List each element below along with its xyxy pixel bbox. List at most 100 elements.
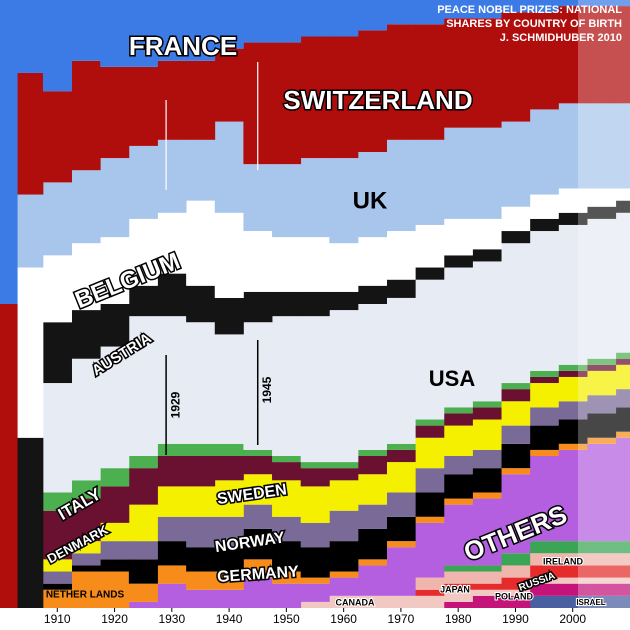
area-segment [128, 504, 158, 542]
area-segment [615, 541, 630, 554]
area-segment [443, 18, 473, 128]
area-segment [71, 565, 101, 572]
area-segment [157, 60, 187, 140]
area-segment [243, 559, 273, 578]
area-segment [243, 231, 273, 292]
area-segment [443, 255, 473, 268]
area-segment [128, 541, 158, 560]
area-segment [214, 547, 244, 572]
area-segment [71, 480, 101, 499]
area-segment [558, 0, 588, 7]
area-segment [357, 0, 387, 31]
marker-label: 1945 [260, 376, 274, 403]
area-segment [415, 589, 445, 596]
area-segment [558, 583, 588, 596]
area-segment [100, 541, 130, 560]
area-segment [329, 462, 359, 469]
x-tick-label: 1970 [388, 612, 415, 626]
area-segment [386, 541, 416, 548]
area-segment [42, 255, 72, 323]
area-segment [214, 48, 244, 122]
area-segment [186, 0, 216, 61]
area-segment [243, 528, 273, 560]
area-segment [529, 425, 559, 450]
area-segment [128, 285, 158, 317]
area-segment [157, 456, 187, 487]
area-segment [214, 212, 244, 298]
area-segment [128, 456, 158, 469]
area-segment [214, 589, 244, 608]
area-segment [71, 498, 101, 542]
shade-overlay [578, 0, 630, 608]
area-segment [128, 218, 158, 286]
area-segment [329, 243, 359, 292]
area-segment [157, 0, 187, 61]
area-segment [472, 127, 502, 219]
area-segment [615, 103, 630, 189]
area-segment [386, 462, 416, 493]
area-segment [272, 456, 302, 463]
x-tick-label: 1990 [502, 612, 529, 626]
area-segment [443, 571, 473, 584]
area-segment [272, 583, 302, 608]
area-segment [529, 565, 559, 578]
area-segment [71, 541, 101, 554]
area-segment [558, 364, 588, 371]
area-segment [472, 449, 502, 469]
area-segment [300, 291, 330, 317]
area-segment [615, 0, 630, 7]
series-label: SWITZERLAND [283, 85, 472, 115]
area-segment [17, 267, 44, 438]
area-segment [243, 474, 273, 505]
area-segment [415, 492, 445, 517]
area-segment [186, 486, 216, 517]
area-segment [243, 164, 273, 232]
area-segment [558, 449, 588, 542]
area-segment [501, 12, 531, 122]
area-segment [157, 316, 187, 444]
area-segment [100, 158, 130, 238]
area-segment [71, 60, 101, 171]
area-segment [186, 547, 216, 572]
area-segment [386, 297, 416, 444]
area-segment [329, 158, 359, 244]
area-segment [300, 486, 330, 523]
area-segment [357, 504, 387, 529]
area-segment [529, 194, 559, 219]
x-tick-label: 1960 [330, 612, 357, 626]
area-segment [415, 595, 445, 608]
area-segment [300, 36, 330, 159]
area-segment [472, 492, 502, 499]
area-segment [71, 358, 101, 481]
area-segment [128, 0, 158, 67]
area-segment [42, 182, 72, 256]
area-segment [357, 595, 387, 608]
area-segment [357, 559, 387, 566]
area-segment [443, 589, 473, 602]
series-label: UK [353, 187, 388, 214]
area-segment [615, 407, 630, 432]
area-segment [529, 583, 559, 596]
area-segment [558, 553, 588, 566]
area-segment [128, 66, 158, 146]
area-segment [386, 492, 416, 517]
area-segment [300, 237, 330, 292]
area-segment [472, 571, 502, 584]
area-segment [501, 565, 531, 578]
area-segment [472, 401, 502, 408]
area-segment [357, 565, 387, 596]
area-segment [186, 200, 216, 286]
area-segment [558, 419, 588, 444]
area-segment [587, 395, 617, 414]
x-tick-label: 1940 [216, 612, 243, 626]
area-segment [0, 304, 18, 608]
area-segment [357, 456, 387, 475]
area-segment [386, 516, 416, 542]
area-segment [558, 541, 588, 554]
area-segment [529, 0, 559, 13]
area-segment [300, 468, 330, 487]
area-segment [529, 12, 559, 110]
area-segment [501, 425, 531, 444]
area-segment [501, 577, 531, 590]
area-segment [501, 474, 531, 554]
